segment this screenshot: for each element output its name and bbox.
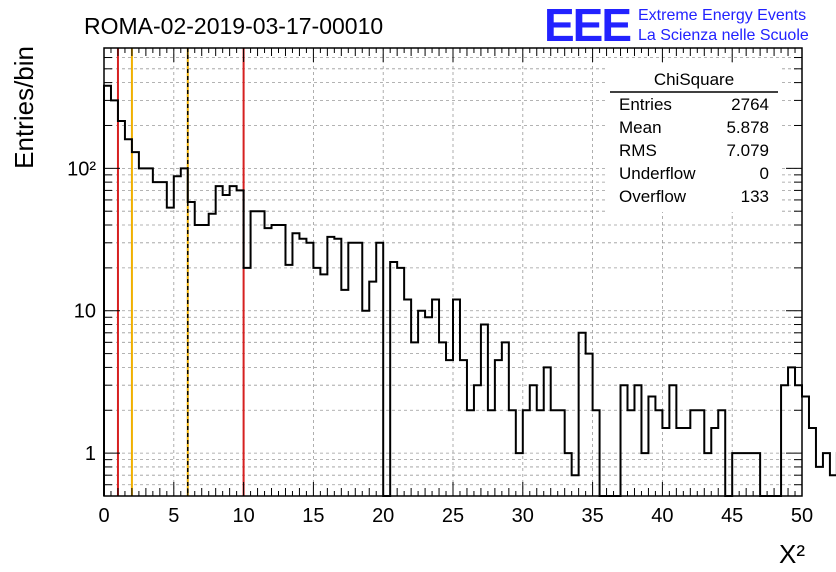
- x-tick-label: 15: [302, 505, 324, 527]
- stats-row-value: 5.878: [726, 118, 769, 137]
- threshold-lines: [116, 48, 245, 496]
- stats-row-label: Entries: [619, 95, 672, 114]
- stats-row-value: 2764: [731, 95, 769, 114]
- chart-title: ROMA-02-2019-03-17-00010: [84, 13, 383, 39]
- x-tick-label: 5: [168, 505, 179, 527]
- stats-box-background: [608, 66, 780, 212]
- stats-row-value: 7.079: [726, 141, 769, 160]
- x-tick-label: 20: [372, 505, 394, 527]
- x-tick-label: 50: [791, 505, 813, 527]
- tick-labels: 0 5 10 15 20 25 30 35 40 45 50 1 10 10²: [67, 158, 813, 527]
- eee-logo: EEE Extreme Energy Events La Scienza nel…: [544, 0, 809, 51]
- x-tick-label: 25: [442, 505, 464, 527]
- y-axis-label: Entries/bin: [9, 46, 39, 169]
- x-tick-label: 40: [651, 505, 673, 527]
- stats-row-label: RMS: [619, 141, 657, 160]
- stats-box: ChiSquare Entries 2764 Mean 5.878 RMS 7.079 Un…: [608, 66, 780, 212]
- y-tick-label: 10²: [67, 158, 96, 180]
- y-tick-label: 10: [74, 301, 96, 323]
- x-tick-label: 35: [581, 505, 603, 527]
- x-tick-label: 30: [512, 505, 534, 527]
- stats-row-value: 133: [741, 187, 769, 206]
- x-axis-label: X²: [779, 539, 805, 569]
- x-tick-label: 10: [232, 505, 254, 527]
- stats-row-label: Overflow: [619, 187, 687, 206]
- axes: [103, 47, 803, 497]
- stats-row-label: Mean: [619, 118, 662, 137]
- logo-line-2: La Scienza nelle Scuole: [638, 27, 809, 44]
- x-tick-label: 0: [98, 505, 109, 527]
- stats-box-rows: Entries 2764 Mean 5.878 RMS 7.079 Underflow 0 Ov…: [619, 95, 769, 206]
- histogram-series: [103, 84, 836, 497]
- stats-row-value: 0: [760, 164, 769, 183]
- x-tick-label: 45: [721, 505, 743, 527]
- y-tick-label: 1: [85, 443, 96, 465]
- histogram-outline: [103, 84, 836, 497]
- eee-logo-mark: EEE: [544, 0, 630, 51]
- logo-line-1: Extreme Energy Events: [638, 7, 806, 24]
- stats-row-label: Underflow: [619, 164, 696, 183]
- stats-box-title: ChiSquare: [654, 70, 734, 89]
